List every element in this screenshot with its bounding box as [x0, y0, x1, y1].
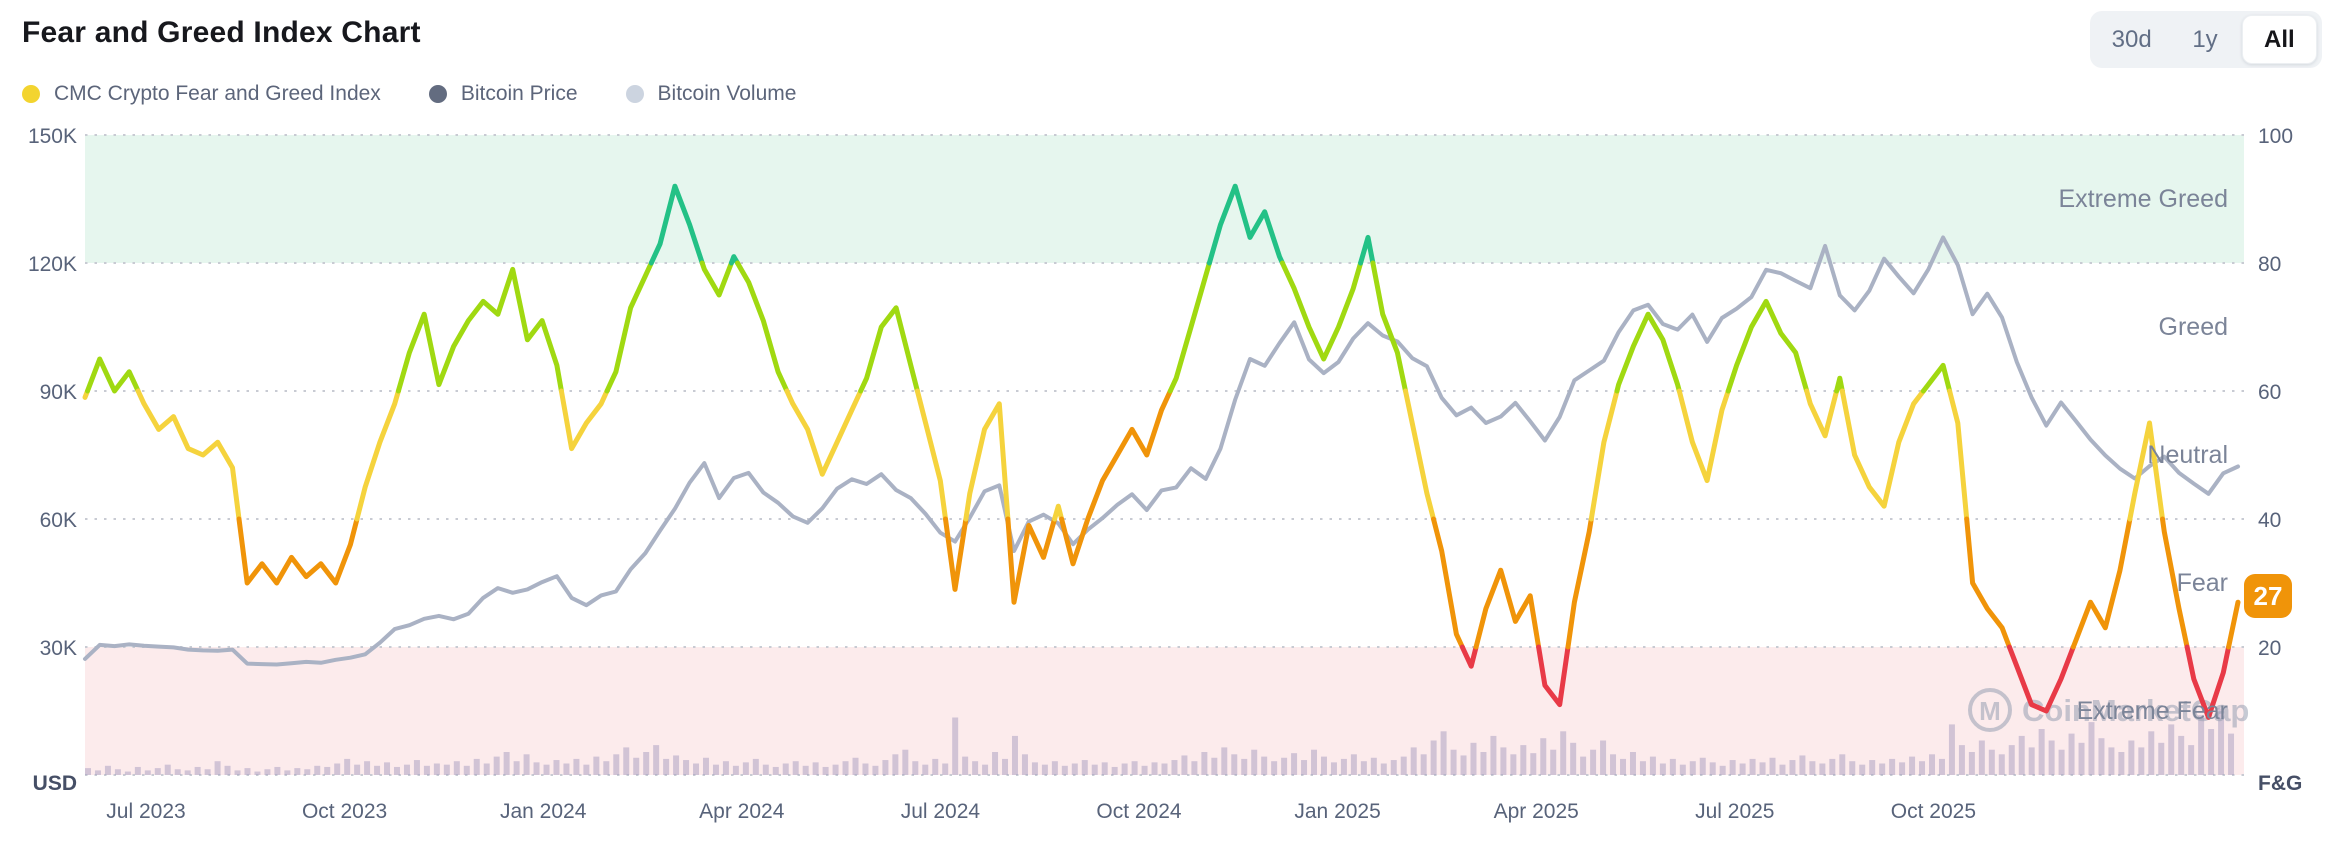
x-axis-tick: Apr 2025 — [1494, 800, 1579, 823]
right-axis-tick: 60 — [2258, 381, 2281, 404]
x-axis-tick: Jan 2025 — [1294, 800, 1380, 823]
left-axis-tick: 60K — [40, 509, 77, 532]
x-axis-tick: Jul 2024 — [901, 800, 981, 823]
right-axis-tick: 20 — [2258, 637, 2281, 660]
left-axis-tick: 30K — [40, 637, 77, 660]
legend-item-bitcoin-price[interactable]: Bitcoin Price — [428, 82, 578, 106]
range-button-30d[interactable]: 30d — [2111, 25, 2152, 53]
fear-greed-value-badge: 27 — [2244, 574, 2292, 618]
extreme-greed-band — [85, 135, 2244, 263]
bitcoin-volume-bars — [85, 708, 2235, 775]
zone-label-greed: Greed — [2159, 313, 2228, 341]
zone-label-neutral: Neutral — [2147, 441, 2228, 469]
x-axis-tick: Jul 2023 — [106, 800, 185, 823]
right-axis-tick: 40 — [2258, 509, 2281, 532]
extreme-fear-band — [85, 647, 2244, 775]
page-title: Fear and Greed Index Chart — [22, 16, 421, 49]
x-axis-tick: Oct 2025 — [1891, 800, 1976, 823]
fear-greed-dot-icon — [22, 85, 40, 103]
left-axis-tick: 150K — [28, 125, 77, 148]
legend-item-fear-greed[interactable]: CMC Crypto Fear and Greed Index — [22, 82, 381, 106]
right-axis-tick: 80 — [2258, 253, 2281, 276]
range-button-all[interactable]: All — [2241, 15, 2317, 64]
legend-label: Bitcoin Volume — [657, 82, 797, 105]
chart-legend: CMC Crypto Fear and Greed Index Bitcoin … — [22, 82, 844, 106]
bitcoin-price-dot-icon — [428, 85, 447, 103]
legend-label: Bitcoin Price — [460, 82, 578, 105]
x-axis-tick: Apr 2024 — [699, 800, 785, 823]
bitcoin-price-line — [83, 235, 2240, 667]
coinmarketcap-watermark: M CoinMarketCap — [1968, 688, 2249, 732]
zone-label-extreme-greed: Extreme Greed — [2058, 185, 2228, 213]
zone-label-fear: Fear — [2177, 569, 2228, 597]
legend-item-bitcoin-volume[interactable]: Bitcoin Volume — [625, 82, 797, 106]
range-button-1y[interactable]: 1y — [2192, 25, 2218, 53]
right-axis-tick: 100 — [2258, 125, 2293, 148]
x-axis-tick: Oct 2023 — [302, 800, 387, 823]
cmc-logo-icon: M — [1979, 696, 2001, 726]
legend-label: CMC Crypto Fear and Greed Index — [54, 82, 381, 105]
range-switcher: 30d 1y All — [2090, 11, 2322, 68]
right-axis-unit: F&G — [2258, 772, 2303, 795]
left-axis-unit: USD — [32, 772, 77, 795]
x-axis-tick: Jul 2025 — [1695, 800, 1774, 823]
bitcoin-volume-dot-icon — [625, 85, 644, 103]
left-axis-tick: 120K — [28, 253, 77, 276]
zone-label-extreme-fear: Extreme Fear — [2077, 697, 2228, 725]
x-axis-tick: Oct 2024 — [1096, 800, 1182, 823]
left-axis-tick: 90K — [40, 381, 77, 404]
fear-greed-line — [82, 183, 2241, 720]
x-axis-tick: Jan 2024 — [500, 800, 587, 823]
